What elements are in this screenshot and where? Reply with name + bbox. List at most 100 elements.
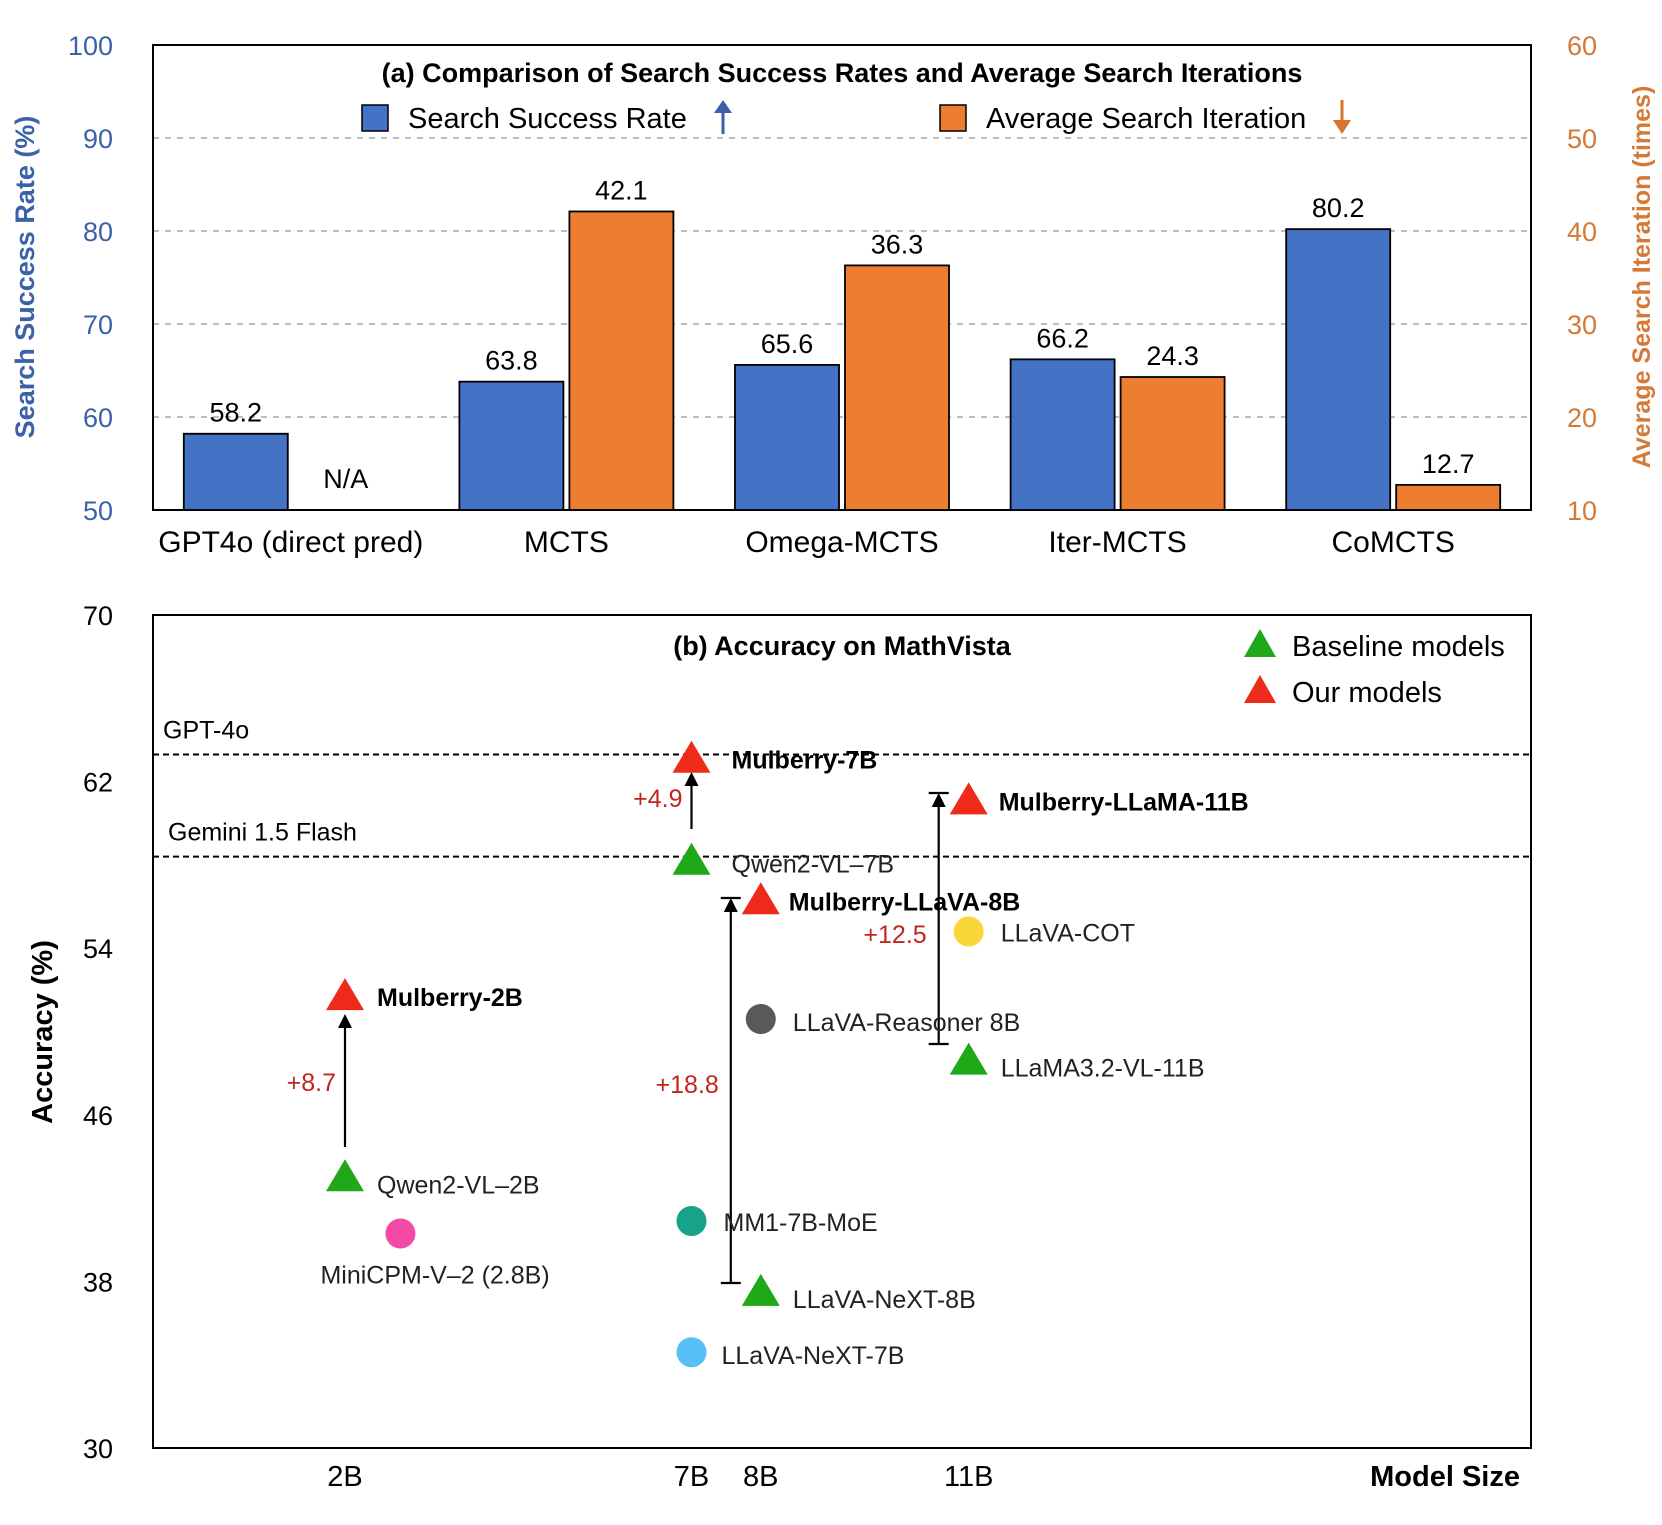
- panel-b-plot-frame: [152, 614, 1532, 1449]
- point-circle-minicpm-v-2-2-8b: [385, 1218, 416, 1249]
- panel-b-y-tick-46: 46: [83, 1101, 113, 1131]
- point-triangle-qwen2-vl-2b: [326, 1159, 364, 1192]
- point-label-llava-reasoner-8b: LLaVA-Reasoner 8B: [793, 1009, 1020, 1037]
- panel-b-points: [326, 740, 988, 1368]
- point-circle-llava-reasoner-8b: [745, 1004, 776, 1035]
- point-triangle-mulberry-llava-8b: [741, 882, 780, 915]
- bar-average-search-iteration-iter-mcts: [1119, 376, 1226, 511]
- improvement-label-18-8: +18.8: [656, 1071, 719, 1099]
- bar-value-label-average-search-iteration-omega-mcts: 36.3: [871, 229, 924, 259]
- category-label-gpt4o-direct-pred: GPT4o (direct pred): [158, 526, 423, 559]
- panel-a-left-tick-90: 90: [83, 124, 113, 154]
- point-triangle-llava-next-8b: [741, 1273, 780, 1306]
- bar-value-label-search-success-rate-omega-mcts: 65.6: [761, 329, 814, 359]
- legend-label-success-rate: Search Success Rate: [408, 103, 687, 135]
- improvement-arrowhead-4-9: [684, 772, 699, 786]
- category-label-omega-mcts: Omega-MCTS: [745, 526, 938, 559]
- bar-search-success-rate-comcts: [1285, 228, 1392, 511]
- bar-value-label-average-search-iteration-mcts: 42.1: [595, 175, 648, 205]
- point-circle-llava-cot: [953, 916, 984, 947]
- bar-value-label-average-search-iteration-iter-mcts: 24.3: [1146, 341, 1199, 371]
- point-label-mulberry-llama-11b: Mulberry-LLaMA-11B: [999, 788, 1249, 816]
- improvement-arrowhead-12-5: [931, 793, 946, 807]
- bar-value-label-search-success-rate-comcts: 80.2: [1312, 193, 1365, 223]
- bar-na-label-gpt4o-direct-pred: N/A: [323, 464, 368, 494]
- panel-b-y-tick-70: 70: [83, 601, 113, 631]
- point-triangle-mulberry-llama-11b: [949, 782, 988, 815]
- point-label-minicpm-v-2-2-8b: MiniCPM-V–2 (2.8B): [320, 1262, 549, 1290]
- improvement-arrowhead-8-7: [338, 1014, 352, 1028]
- legend-label-search-iteration: Average Search Iteration: [986, 103, 1306, 135]
- bar-value-label-search-success-rate-iter-mcts: 66.2: [1036, 323, 1089, 353]
- panel-a-right-tick-60: 60: [1567, 31, 1597, 61]
- panel-a-right-tick-20: 20: [1567, 403, 1597, 433]
- point-label-mm1-7b-moe: MM1-7B-MoE: [724, 1209, 878, 1237]
- point-label-mulberry-llava-8b: Mulberry-LLaVA-8B: [789, 888, 1021, 916]
- bar-search-success-rate-iter-mcts: [1009, 358, 1116, 511]
- point-triangle-llama3-2-vl-11b: [949, 1042, 988, 1075]
- panel-a-right-tick-40: 40: [1567, 217, 1597, 247]
- panel-b-x-tick-2b: 2B: [327, 1461, 362, 1493]
- panel-a-left-ticks: 50 60 70 80 90 100: [68, 31, 113, 526]
- panel-a-right-axis-label: Average Search Iteration (times): [1628, 86, 1656, 469]
- point-label-qwen2-vl-2b: Qwen2-VL–2B: [377, 1171, 540, 1199]
- bar-value-label-search-success-rate-mcts: 63.8: [485, 346, 538, 376]
- panel-a-left-tick-60: 60: [83, 403, 113, 433]
- point-circle-mm1-7b-moe: [676, 1206, 707, 1237]
- bar-value-label-average-search-iteration-comcts: 12.7: [1422, 449, 1475, 479]
- bar-search-success-rate-mcts: [458, 380, 565, 511]
- down-arrow-icon: [1333, 100, 1351, 134]
- legend-ours-label: Our models: [1292, 677, 1442, 709]
- panel-b-y-axis-label: Accuracy (%): [27, 940, 59, 1124]
- panel-b-legend: Baseline models Our models: [1244, 629, 1505, 709]
- bar-average-search-iteration-omega-mcts: [844, 264, 950, 511]
- panel-a-legend: Search Success Rate Average Search Itera…: [361, 100, 1351, 135]
- point-label-mulberry-7b: Mulberry-7B: [732, 747, 878, 775]
- point-triangle-mulberry-7b: [672, 740, 711, 773]
- panel-a-left-tick-80: 80: [83, 217, 113, 247]
- improvement-arrowhead-18-8: [723, 898, 738, 912]
- panel-a-right-tick-30: 30: [1567, 310, 1597, 340]
- legend-swatch-success-rate: [361, 104, 389, 132]
- panel-b-y-ticks: 30 38 46 54 62 70: [83, 601, 113, 1464]
- panel-b-x-tick-8b: 8B: [743, 1461, 778, 1493]
- panel-b-x-axis-label: Model Size: [1370, 1461, 1520, 1493]
- panel-b-y-tick-30: 30: [83, 1434, 113, 1464]
- panel-a-right-tick-10: 10: [1567, 496, 1597, 526]
- panel-a-right-tick-50: 50: [1567, 124, 1597, 154]
- point-triangle-qwen2-vl-7b: [672, 842, 711, 875]
- panel-a-left-tick-100: 100: [68, 31, 113, 61]
- panel-a-title: (a) Comparison of Search Success Rates a…: [382, 58, 1303, 88]
- point-circle-llava-next-7b: [676, 1337, 707, 1368]
- panel-a-bar-labels: 58.2 N/A 63.8 42.1 65.6 36.3 66.2 24.3 80.2 12.7: [210, 175, 1475, 494]
- category-label-mcts: MCTS: [524, 526, 609, 559]
- point-label-mulberry-2b: Mulberry-2B: [377, 984, 523, 1012]
- panel-a-plot-frame: [152, 44, 1532, 511]
- improvement-label-8-7: +8.7: [287, 1069, 336, 1097]
- panel-b-title: (b) Accuracy on MathVista: [673, 631, 1012, 661]
- point-label-llava-next-8b: LLaVA-NeXT-8B: [793, 1286, 976, 1314]
- panel-b-reference-lines: GPT-4o Gemini 1.5 Flash: [153, 717, 1531, 858]
- point-label-llava-next-7b: LLaVA-NeXT-7B: [722, 1342, 905, 1370]
- point-triangle-mulberry-2b: [326, 978, 364, 1011]
- legend-swatch-search-iteration: [939, 104, 967, 132]
- category-label-iter-mcts: Iter-MCTS: [1048, 526, 1186, 559]
- panel-a-category-labels: GPT4o (direct pred) MCTS Omega-MCTS Iter-MC…: [158, 526, 1455, 559]
- reference-label-gpt-4o: GPT-4o: [163, 717, 249, 745]
- bar-average-search-iteration-mcts: [568, 210, 675, 511]
- point-label-llama3-2-vl-11b: LLaMA3.2-VL-11B: [1001, 1055, 1205, 1083]
- panel-b-point-labels: Mulberry-2B Qwen2-VL–2B MiniCPM-V–2 (2.8B)…: [320, 747, 1248, 1371]
- bar-search-success-rate-omega-mcts: [734, 364, 840, 511]
- bar-value-label-search-success-rate-gpt4o-direct-pred: 58.2: [210, 398, 263, 428]
- panel-a-left-tick-50: 50: [83, 496, 113, 526]
- legend-ours-triangle-icon: [1244, 675, 1276, 703]
- panel-b-x-ticks: 2B 7B 8B 11B: [327, 1461, 993, 1493]
- improvement-label-4-9: +4.9: [633, 785, 682, 813]
- panel-b-x-tick-11b: 11B: [944, 1461, 993, 1493]
- category-label-comcts: CoMCTS: [1332, 526, 1455, 559]
- panel-a-bar-chart: 58.2N/A63.842.165.636.366.224.380.212.7 …: [10, 31, 1656, 559]
- panel-b-x-tick-7b: 7B: [674, 1461, 709, 1493]
- panel-b-scatter-chart: GPT-4o Gemini 1.5 Flash +8.7 +4.9 +18.8 +12.…: [27, 601, 1532, 1493]
